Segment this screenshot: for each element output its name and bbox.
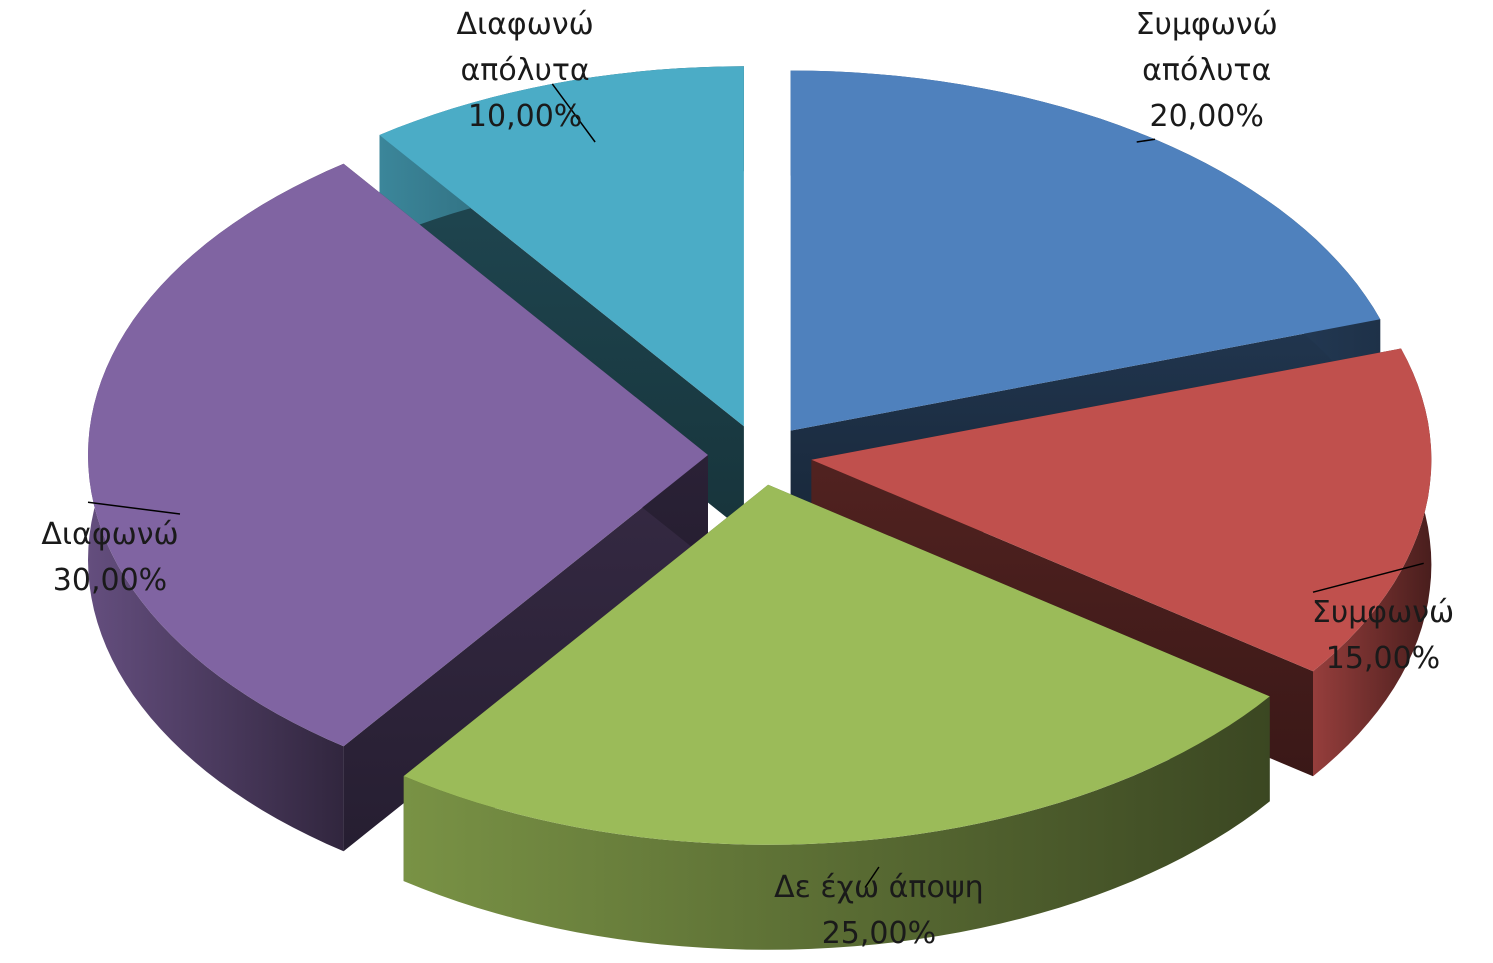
data-label-3: Δε έχω άποψη 25,00% <box>774 870 983 951</box>
data-label-layer: Συμφωνώ απόλυτα 20,00% Συμφωνώ 15,00% Δε έχω … <box>41 7 1454 951</box>
data-label-line: 25,00% <box>822 916 936 951</box>
data-label-line: Συμφωνώ <box>1312 595 1454 630</box>
pie-slice-2 <box>811 348 1432 672</box>
data-label-line: Διαφωνώ <box>456 7 593 42</box>
data-label-4: Διαφωνώ 30,00% <box>41 517 178 598</box>
data-label-line: απόλυτα <box>1142 53 1271 88</box>
data-label-line: 10,00% <box>468 99 582 134</box>
leader-line-3 <box>864 866 880 889</box>
data-label-line: απόλυτα <box>461 53 590 88</box>
data-label-line: Διαφωνώ <box>41 517 178 552</box>
data-label-line: 15,00% <box>1326 641 1440 676</box>
leader-line-4 <box>87 501 181 515</box>
data-label-5: Διαφωνώ απόλυτα 10,00% <box>456 7 593 134</box>
leader-line-1 <box>1136 138 1156 143</box>
slice-top-layer <box>88 66 1432 845</box>
pie-slice-3 <box>403 484 1270 845</box>
pie-slice-1 <box>790 70 1381 431</box>
data-label-line: 20,00% <box>1150 99 1264 134</box>
leader-line-2 <box>1312 562 1424 593</box>
leader-line-layer <box>87 83 1424 889</box>
data-label-line: Συμφωνώ <box>1136 7 1278 42</box>
data-label-2: Συμφωνώ 15,00% <box>1312 595 1454 676</box>
leader-line-5 <box>551 83 596 143</box>
slice-outer-wall-2 <box>1313 348 1432 777</box>
data-label-1: Συμφωνώ απόλυτα 20,00% <box>1136 7 1278 134</box>
slice-outer-wall-3 <box>403 696 1270 950</box>
pie-slice-4 <box>88 163 708 747</box>
pie-slice-5 <box>379 66 744 427</box>
data-label-line: Δε έχω άποψη <box>774 870 983 905</box>
data-label-line: 30,00% <box>53 563 167 598</box>
